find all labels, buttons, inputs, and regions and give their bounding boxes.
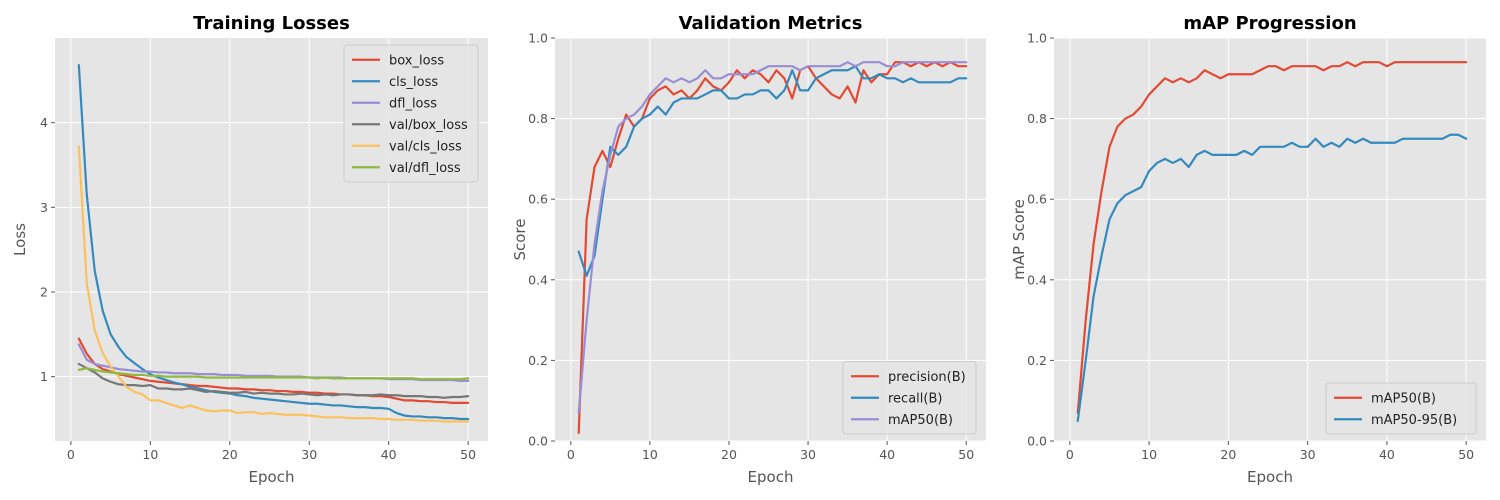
chart-title: Validation Metrics [679, 13, 863, 34]
y-tick-label: 0.0 [528, 434, 548, 449]
legend-label: dfl_loss [389, 96, 437, 111]
x-tick-label: 50 [958, 447, 974, 462]
x-axis-label: Epoch [249, 468, 295, 486]
legend: box_loss cls_loss dfl_loss val/box_loss val/… [343, 44, 479, 183]
y-tick-label: 0.4 [528, 272, 548, 287]
chart-panel-1: 0 10 20 30 40 50 1 2 3 4 Training Losses Epoch Loss b… [11, 13, 488, 486]
x-tick-label: 20 [222, 447, 238, 462]
legend-label: recall(B) [888, 391, 942, 406]
x-tick-label: 10 [142, 447, 158, 462]
y-tick-label: 3 [40, 200, 48, 215]
x-tick-label: 10 [1141, 447, 1157, 462]
legend-label: box_loss [389, 53, 444, 68]
y-tick-label: 0.6 [1027, 192, 1047, 207]
x-tick-label: 0 [567, 447, 575, 462]
series-line-6 [77, 367, 470, 381]
series-line-3 [577, 61, 968, 414]
legend-label: val/box_loss [389, 118, 468, 133]
y-tick-label: 2 [40, 284, 48, 299]
y-tick-label: 1.0 [1027, 31, 1047, 46]
legend-label: mAP50(B) [888, 413, 953, 428]
x-tick-label: 30 [301, 447, 317, 462]
x-tick-label: 0 [1066, 447, 1074, 462]
chart-panel-3: 0 10 20 30 40 50 0.0 0.2 0.4 0.6 0.8 1.0 mAP Progres… [1010, 13, 1486, 486]
y-tick-label: 1 [40, 369, 48, 384]
x-tick-label: 10 [642, 447, 658, 462]
series-line-1 [1076, 61, 1468, 414]
legend-label: val/cls_loss [389, 139, 462, 154]
legend-box [842, 361, 977, 435]
legend-box [343, 44, 479, 183]
chart-title: mAP Progression [1183, 13, 1356, 34]
x-tick-label: 20 [1220, 447, 1236, 462]
series-line-2 [577, 65, 968, 277]
x-tick-label: 40 [879, 447, 895, 462]
y-tick-label: 0.8 [1027, 111, 1047, 126]
chart-panel-2: 0 10 20 30 40 50 0.0 0.2 0.4 0.6 0.8 1.0 Validation … [511, 13, 986, 486]
y-tick-label: 0.4 [1027, 272, 1047, 287]
y-axis-label: Loss [11, 223, 29, 256]
series-line-5 [77, 145, 470, 423]
x-axis-label: Epoch [748, 468, 794, 486]
x-tick-label: 30 [800, 447, 816, 462]
chart-title: Training Losses [193, 13, 350, 34]
x-tick-label: 30 [1300, 447, 1316, 462]
legend-label: cls_loss [389, 75, 438, 90]
y-tick-label: 0.2 [528, 353, 548, 368]
x-tick-label: 40 [1379, 447, 1395, 462]
y-tick-label: 0.6 [528, 192, 548, 207]
series-line-2 [77, 63, 470, 421]
legend-label: mAP50-95(B) [1371, 413, 1457, 428]
x-tick-label: 20 [721, 447, 737, 462]
x-tick-label: 50 [1458, 447, 1474, 462]
legend-label: val/dfl_loss [389, 161, 461, 176]
series-line-1 [77, 337, 470, 404]
y-tick-label: 0.0 [1027, 434, 1047, 449]
plot-background [1054, 38, 1486, 441]
y-tick-label: 0.2 [1027, 353, 1047, 368]
legend-box [1325, 382, 1477, 435]
y-tick-label: 4 [40, 115, 48, 130]
series-line-2 [1076, 133, 1468, 422]
y-tick-label: 0.8 [528, 111, 548, 126]
y-tick-label: 1.0 [528, 31, 548, 46]
legend-label: mAP50(B) [1371, 391, 1436, 406]
x-tick-label: 50 [460, 447, 476, 462]
y-axis-label: mAP Score [1010, 199, 1028, 280]
legend: mAP50(B) mAP50-95(B) [1325, 382, 1477, 435]
x-tick-label: 40 [381, 447, 397, 462]
y-axis-label: Score [511, 218, 529, 260]
series-line-4 [77, 362, 470, 399]
legend: precision(B) recall(B) mAP50(B) [842, 361, 977, 435]
legend-label: precision(B) [888, 370, 966, 385]
x-tick-label: 0 [67, 447, 75, 462]
x-axis-label: Epoch [1247, 468, 1293, 486]
